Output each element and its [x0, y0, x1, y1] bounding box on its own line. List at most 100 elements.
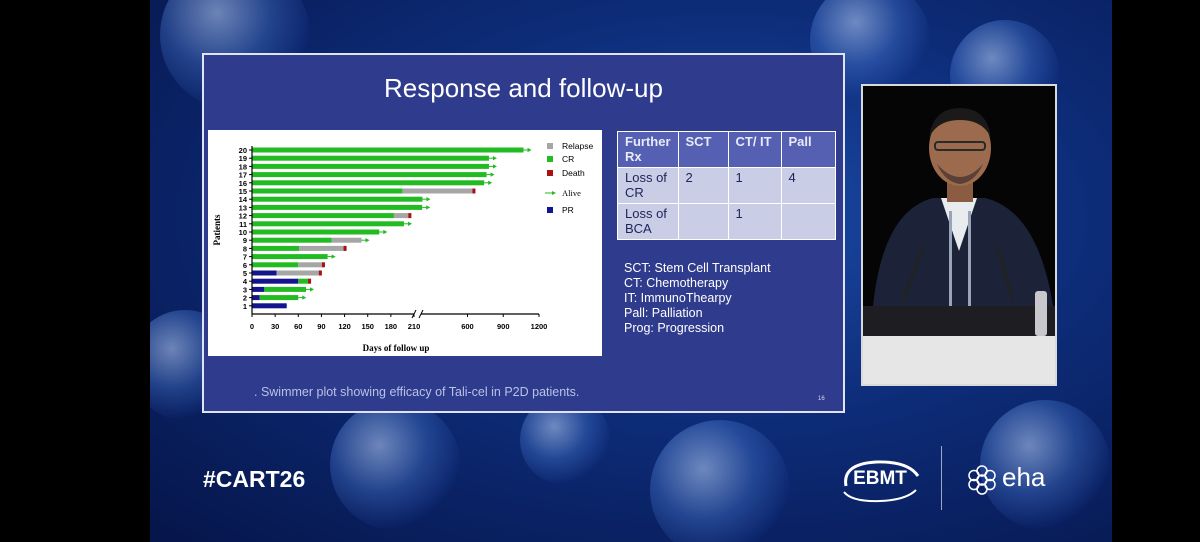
x-tick-label: 0	[250, 322, 254, 331]
bar-segment-cr	[252, 254, 328, 260]
swimmer-plot: 20 19 18 17 16 15 14 13 12 11 10 9 8 7 6 5 4 3 2 1 0 30 60 90 1…	[208, 130, 602, 356]
alive-arrowhead	[310, 287, 314, 292]
y-tick-label: 5	[243, 269, 247, 278]
table-cell	[677, 203, 729, 240]
x-tick-label: 1200	[531, 322, 548, 331]
bar-segment-cr	[414, 204, 423, 210]
abbreviation-item: Prog: Progression	[624, 321, 725, 335]
lanyard	[968, 211, 971, 306]
alive-arrowhead	[492, 156, 497, 161]
y-tick-label: 13	[239, 203, 247, 212]
bar-segment-cr	[259, 295, 299, 301]
podium-front	[863, 336, 1055, 384]
alive-arrowhead	[365, 238, 370, 243]
bar-segment-cr	[252, 221, 404, 227]
bar-segment-pr	[252, 286, 265, 292]
table-header-cell: Pall	[780, 131, 836, 168]
alive-arrowhead	[426, 205, 431, 210]
legend-label: PR	[562, 205, 574, 215]
x-tick-label: 180	[385, 322, 398, 331]
bar-segment-pr	[252, 278, 299, 284]
y-tick-label: 8	[243, 244, 247, 253]
x-tick-label: 210	[408, 322, 421, 331]
y-tick-label: 12	[239, 212, 247, 221]
bar-segment-cr	[252, 188, 403, 194]
bar-segment-cr	[252, 237, 332, 243]
legend-label: CR	[562, 154, 574, 164]
cell-decoration	[330, 400, 460, 530]
death-marker	[308, 278, 312, 284]
alive-arrowhead	[527, 147, 532, 153]
y-tick-label: 1	[243, 302, 247, 311]
speaker-hair	[929, 108, 991, 138]
legend-label: Relapse	[562, 141, 593, 151]
table-cell: 2	[677, 167, 729, 204]
water-bottle	[1035, 291, 1047, 336]
death-marker	[408, 213, 412, 219]
logo-divider	[941, 446, 942, 510]
speaker-video-feed	[861, 84, 1057, 386]
y-tick-label: 4	[243, 277, 248, 286]
abbreviation-item: Pall: Palliation	[624, 306, 703, 320]
table-header-cell: SCT	[677, 131, 729, 168]
y-tick-label: 16	[239, 179, 247, 188]
legend-swatch-death	[547, 170, 553, 176]
bar-segment-cr	[298, 278, 310, 284]
slide-caption: . Swimmer plot showing efficacy of Tali-…	[254, 385, 580, 399]
y-tick-label: 17	[239, 171, 247, 180]
legend-swatch-pr	[547, 207, 553, 213]
y-tick-label: 20	[239, 146, 247, 155]
ebmt-logo: EBMT	[838, 458, 922, 504]
bar-segment-relapse	[299, 245, 345, 251]
table-header-cell: CT/ IT	[727, 131, 782, 168]
bar-segment-relapse	[276, 270, 320, 276]
bar-segment-cr	[252, 163, 414, 169]
table-cell: 1	[727, 167, 782, 204]
alive-arrowhead	[302, 295, 307, 300]
bar-segment-cr	[414, 163, 489, 169]
x-tick-label: 60	[294, 322, 302, 331]
bar-segment-relapse	[393, 213, 410, 219]
table-row: Loss of CR 2 1 4	[617, 167, 836, 204]
y-tick-label: 11	[239, 220, 247, 229]
slide-title: Response and follow-up	[384, 73, 663, 103]
lanyard	[949, 211, 952, 306]
y-tick-label: 14	[239, 195, 248, 204]
table-row: Loss of BCA 1	[617, 203, 836, 240]
presentation-slide: Response and follow-up 20 19 18 17 16 15 14 13 1…	[202, 53, 845, 413]
speaker-head	[929, 110, 991, 186]
bar-segment-cr	[252, 155, 414, 161]
ebmt-swoosh-icon	[843, 460, 920, 503]
legend-swatch-cr	[547, 156, 553, 162]
speaker-glasses	[934, 141, 986, 151]
legend-swatch-alive-head	[552, 191, 556, 195]
table-cell	[780, 203, 836, 240]
bar-segment-pr	[252, 295, 260, 301]
y-tick-label: 2	[243, 294, 247, 303]
eha-logo-text: eha	[1002, 462, 1046, 492]
bar-segment-cr	[414, 155, 489, 161]
bar-segment-cr	[252, 245, 300, 251]
y-axis-title: Patients	[212, 214, 222, 245]
table-header-cell: Further Rx	[617, 131, 679, 168]
bar-segment-relapse	[298, 262, 323, 268]
ebmt-logo-text: EBMT	[853, 468, 907, 489]
further-treatment-table: Further Rx SCT CT/ IT Pall Loss of CR 2 …	[617, 131, 836, 240]
microphone	[995, 245, 1015, 302]
death-marker	[321, 262, 325, 268]
bar-segment-cr	[252, 196, 414, 202]
alive-arrowhead	[407, 221, 412, 226]
bar-segment-relapse	[402, 188, 414, 194]
bar-segment-cr	[414, 196, 423, 202]
bar-segment-cr	[414, 147, 524, 153]
speaker-figure	[863, 86, 1055, 384]
cell-decoration	[650, 420, 790, 542]
table-cell: Loss of CR	[617, 167, 679, 204]
bar-segment-cr	[252, 229, 380, 235]
x-tick-label: 30	[271, 322, 279, 331]
y-tick-label: 3	[243, 285, 247, 294]
bar-segment-cr	[252, 213, 394, 219]
legend-label: Death	[562, 168, 585, 178]
bar-segment-cr	[252, 180, 414, 186]
abbreviation-item: IT: ImmunoThearpy	[624, 291, 732, 305]
